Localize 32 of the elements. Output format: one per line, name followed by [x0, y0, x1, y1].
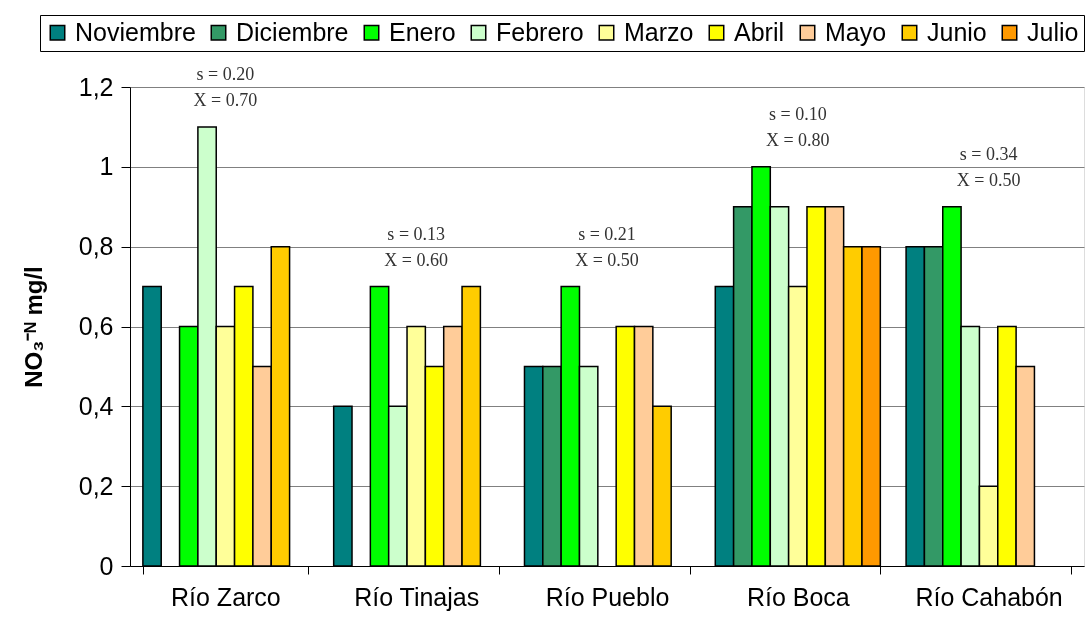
- y-tick-label: 1,2: [78, 72, 114, 101]
- legend-label: Junio: [927, 17, 987, 46]
- annotation: X = 0.60: [384, 249, 449, 270]
- annotation: s = 0.13: [387, 223, 446, 244]
- y-tick-label: 1: [99, 152, 114, 181]
- y-tick-label: 0,8: [78, 232, 114, 261]
- y-tick-label: 0,4: [78, 391, 114, 420]
- legend-label: Marzo: [624, 17, 694, 46]
- legend-label: Mayo: [825, 17, 887, 46]
- annotation: X = 0.50: [575, 249, 639, 270]
- y-tick-label: 0,2: [78, 471, 114, 500]
- x-tick-label: Río Boca: [746, 582, 850, 611]
- annotation: s = 0.21: [578, 223, 636, 244]
- annotation: X = 0.80: [765, 129, 830, 150]
- legend-label: Enero: [389, 17, 456, 46]
- annotation: X = 0.50: [956, 169, 1021, 190]
- legend-label: Diciembre: [236, 17, 349, 46]
- annotation: s = 0.10: [768, 103, 827, 124]
- legend-label: Noviembre: [75, 17, 196, 46]
- legend-label: Abril: [734, 17, 785, 46]
- x-tick-label: Río Cahabón: [915, 582, 1063, 611]
- y-tick-label: 0: [99, 551, 114, 580]
- x-tick-label: Río Tinajas: [354, 582, 480, 611]
- annotation: X = 0.70: [193, 89, 258, 110]
- y-axis-title: NO₃⁻ᴺ mg/l: [19, 266, 47, 388]
- annotation: s = 0.34: [959, 143, 1018, 164]
- text: s = 0.20: [196, 63, 255, 84]
- x-tick-label: Río Zarco: [171, 582, 281, 611]
- y-tick-label: 0,6: [78, 312, 114, 340]
- legend-label: Febrero: [496, 17, 584, 46]
- legend-label: Julio: [1027, 17, 1079, 46]
- x-tick-label: Río Pueblo: [545, 582, 670, 611]
